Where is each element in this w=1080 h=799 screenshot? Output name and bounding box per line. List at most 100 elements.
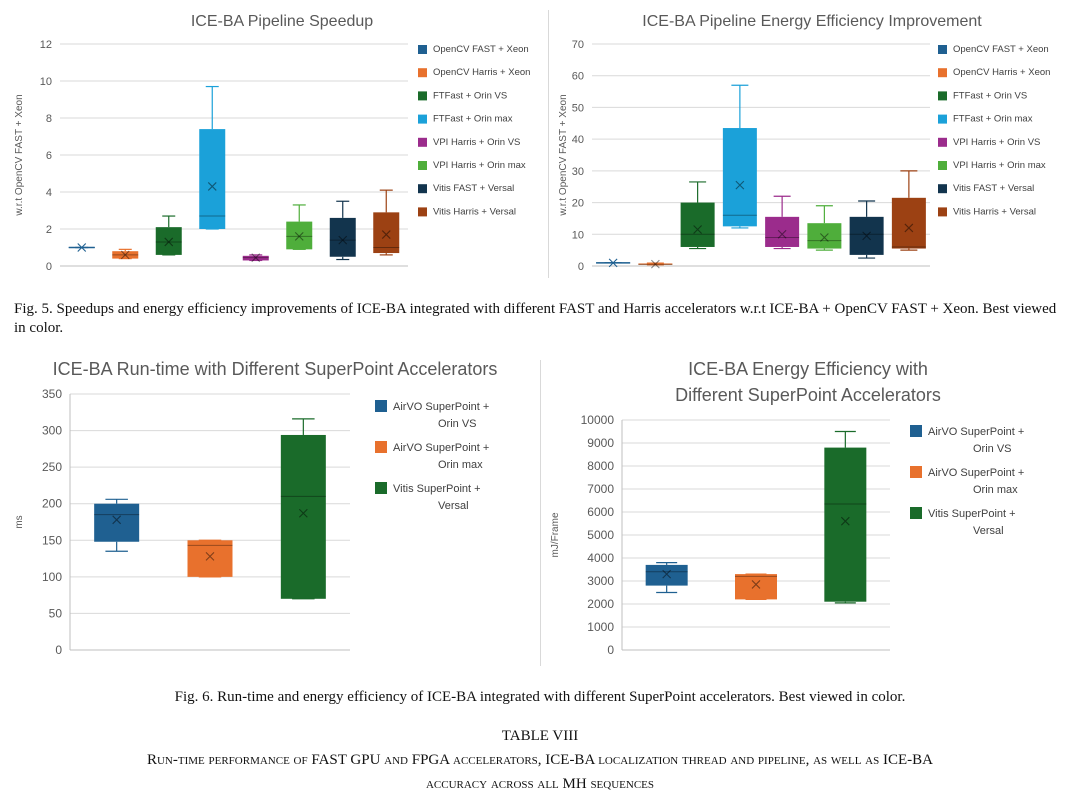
chart-energy-improvement: ICE-BA Pipeline Energy Efficiency Improv… — [558, 13, 1050, 273]
chart-speedup: ICE-BA Pipeline Speedup 0 2 4 6 8 10 12 w.r.t Op… — [14, 13, 530, 273]
y-tick-label: 50 — [49, 606, 63, 620]
legend-label: FTFast + Orin max — [433, 114, 513, 125]
legend-swatch — [910, 466, 922, 478]
y-tick-label: 250 — [42, 460, 62, 474]
y-axis-label: w.r.t OpenCV FAST + Xeon — [14, 94, 25, 216]
table-title-line1: Run-time performance of FAST GPU and FPG… — [146, 752, 933, 768]
mean-marker — [298, 508, 308, 518]
chart-title: ICE-BA Pipeline Speedup — [191, 13, 373, 30]
legend-label: AirVO SuperPoint + — [928, 426, 1024, 438]
legend-label: Vitis SuperPoint + — [393, 483, 481, 495]
legend-swatch — [938, 184, 947, 194]
legend-label: OpenCV FAST + Xeon — [953, 44, 1049, 55]
box — [187, 540, 233, 577]
legend-label: Vitis FAST + Versal — [953, 183, 1034, 194]
chart-title: ICE-BA Energy Efficiency with — [688, 359, 928, 379]
mean-marker — [735, 180, 745, 190]
y-tick-label: 10 — [572, 229, 584, 241]
y-tick-label: 0 — [578, 261, 584, 273]
y-tick-label: 1000 — [587, 620, 614, 634]
y-tick-label: 100 — [42, 570, 62, 584]
y-tick-label: 0 — [55, 643, 62, 657]
legend-swatch — [938, 114, 947, 124]
legend-swatch — [418, 207, 427, 217]
legend-label: Versal — [438, 500, 469, 512]
legend-label: AirVO SuperPoint + — [393, 401, 489, 413]
legend-label: FTFast + Orin VS — [433, 90, 507, 101]
box — [242, 255, 269, 261]
box — [735, 574, 777, 600]
y-tick-label: 9000 — [587, 436, 614, 450]
y-tick-label: 350 — [42, 387, 62, 401]
legend-swatch — [418, 114, 427, 124]
legend-label: Vitis Harris + Versal — [433, 206, 516, 217]
mean-marker — [112, 515, 122, 525]
legend-label: AirVO SuperPoint + — [928, 467, 1024, 479]
legend-swatch — [938, 207, 947, 217]
box — [891, 197, 926, 249]
table-title-line2: accuracy across all MH sequences — [425, 776, 655, 792]
y-tick-label: 10000 — [581, 413, 615, 427]
mean-marker — [662, 569, 672, 579]
y-axis-label: w.r.t OpenCV FAST + Xeon — [558, 94, 569, 216]
y-tick-label: 300 — [42, 424, 62, 438]
mean-marker — [338, 235, 348, 245]
legend-label: Versal — [973, 525, 1004, 537]
box — [765, 216, 800, 247]
mean-marker — [777, 229, 787, 239]
table-number: TABLE VIII — [501, 728, 579, 744]
legend-swatch — [418, 91, 427, 101]
legend-label: Orin max — [973, 484, 1018, 496]
y-tick-label: 2 — [46, 224, 52, 236]
box — [112, 251, 139, 259]
legend-label: OpenCV Harris + Xeon — [953, 67, 1050, 78]
y-tick-label: 7000 — [587, 482, 614, 496]
box — [680, 202, 715, 247]
mean-marker — [77, 243, 87, 252]
box — [849, 216, 884, 255]
box — [638, 263, 673, 265]
y-tick-label: 0 — [46, 261, 52, 273]
legend-swatch — [910, 425, 922, 437]
legend-swatch — [418, 137, 427, 147]
y-tick-label: 4 — [46, 187, 52, 199]
y-axis-label: mJ/Frame — [550, 512, 561, 557]
divider-top — [548, 10, 549, 278]
box — [199, 129, 226, 229]
y-tick-label: 10 — [40, 76, 52, 88]
legend-label: Vitis FAST + Versal — [433, 183, 514, 194]
mean-marker — [693, 225, 703, 234]
y-tick-label: 60 — [572, 71, 584, 83]
y-tick-label: 5000 — [587, 528, 614, 542]
y-tick-label: 3000 — [587, 574, 614, 588]
y-tick-label: 40 — [572, 134, 584, 146]
divider-bottom — [540, 360, 541, 666]
chart-title: ICE-BA Pipeline Energy Efficiency Improv… — [642, 13, 982, 30]
legend-swatch — [418, 45, 427, 54]
mean-marker — [862, 231, 872, 241]
legend-label: VPI Harris + Orin VS — [433, 137, 520, 148]
y-tick-label: 8 — [46, 113, 52, 125]
chart-title: Different SuperPoint Accelerators — [675, 385, 941, 405]
legend-label: VPI Harris + Orin max — [953, 160, 1046, 171]
legend-swatch — [938, 91, 947, 101]
mean-marker — [205, 551, 215, 561]
box — [645, 564, 688, 586]
legend-label: FTFast + Orin max — [953, 114, 1033, 125]
legend-label: Vitis Harris + Versal — [953, 206, 1036, 217]
chart-superpoint-energy: ICE-BA Energy Efficiency with Different S… — [550, 359, 1024, 657]
legend-swatch — [938, 45, 947, 54]
mean-marker — [608, 258, 618, 268]
y-tick-label: 70 — [572, 39, 584, 51]
legend-label: FTFast + Orin VS — [953, 90, 1027, 101]
legend-label: AirVO SuperPoint + — [393, 442, 489, 454]
legend-swatch — [418, 161, 427, 170]
y-tick-label: 150 — [42, 533, 62, 547]
legend-swatch — [375, 400, 387, 412]
legend-swatch — [375, 441, 387, 453]
mean-marker — [751, 580, 761, 589]
box — [373, 212, 400, 254]
chart-superpoint-runtime: ICE-BA Run-time with Different SuperPoin… — [14, 359, 497, 657]
y-tick-label: 200 — [42, 497, 62, 511]
y-tick-label: 20 — [572, 198, 584, 210]
